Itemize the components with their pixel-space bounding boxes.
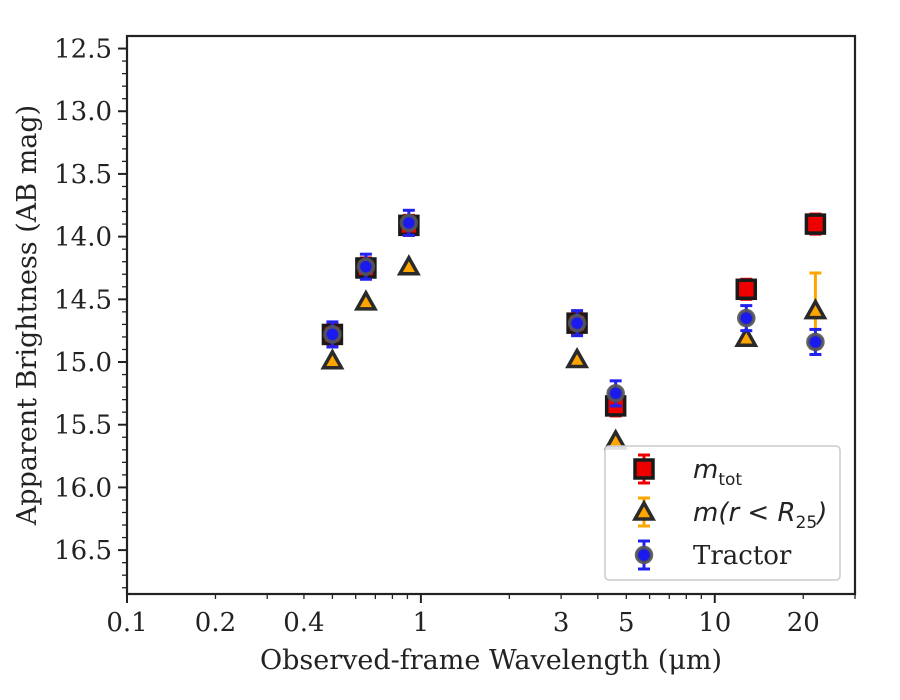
y-tick-label: 16.0 (54, 473, 112, 503)
legend-label-main: m(r < R (693, 498, 796, 528)
data-point (804, 213, 827, 235)
y-tick-label: 13.5 (54, 160, 112, 190)
plot-frame (125, 34, 857, 596)
legend-label-tail: ) (815, 498, 827, 528)
y-tick-label: 15.5 (54, 411, 112, 441)
data-point (320, 348, 345, 370)
legend-marker (633, 458, 655, 480)
x-tick-label: 0.4 (283, 608, 324, 638)
y-tick-label: 12.5 (54, 35, 112, 65)
data-point (565, 346, 590, 369)
data-point (353, 289, 378, 311)
data-marks (320, 208, 828, 450)
x-tick-label: 3 (553, 608, 570, 638)
y-tick-label: 14.5 (54, 285, 112, 315)
data-point (606, 384, 625, 403)
legend-marker (634, 545, 654, 565)
data-point (734, 325, 759, 347)
data-point (356, 257, 376, 276)
data-point (396, 254, 421, 276)
x-tick-label: 0.1 (106, 608, 147, 638)
y-axis-label: Apparent Brightness (AB mag) (12, 105, 43, 526)
data-point (806, 332, 825, 352)
x-tick-label: 10 (698, 608, 731, 638)
legend-label-subscript: tot (718, 470, 742, 490)
x-axis-label: Observed-frame Wavelength (μm) (260, 645, 722, 676)
data-point (737, 308, 756, 328)
data-point (323, 325, 342, 344)
legend-label: m(r < R25) (693, 498, 827, 533)
x-tick-label: 0.2 (195, 608, 236, 638)
plot-area: 12.5 13.0 13.5 14.0 14.5 15.0 15.5 16.0 16.5 0.1 0… (54, 34, 857, 638)
series-circle (323, 208, 825, 408)
y-tick-label: 13.0 (54, 97, 112, 127)
legend-label: mtot (693, 455, 742, 490)
x-tick-label: 1 (413, 608, 430, 638)
legend-label-main: m (693, 455, 718, 485)
data-point (567, 313, 587, 333)
legend-label-main: Tractor (693, 541, 792, 571)
y-tick-label: 14.0 (54, 223, 112, 253)
y-tick-label: 15.0 (54, 348, 112, 378)
legend-marker (632, 499, 656, 521)
x-tick-label: 5 (618, 608, 635, 638)
data-point (735, 278, 758, 301)
legend-box (604, 445, 841, 581)
data-point (399, 213, 419, 233)
y-tick-label: 16.5 (54, 536, 112, 566)
x-tick-label: 20 (787, 608, 820, 638)
legend-label: Tractor (693, 541, 792, 571)
legend: mtot m(r < R25) Tractor (604, 445, 841, 581)
data-point (803, 298, 828, 320)
legend-label-subscript: 25 (796, 513, 818, 533)
